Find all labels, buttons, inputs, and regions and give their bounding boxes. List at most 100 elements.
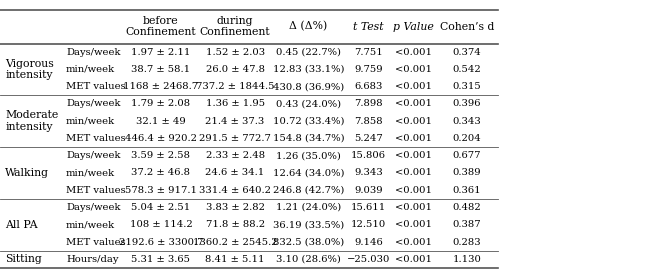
Text: 12.510: 12.510	[351, 220, 386, 229]
Text: 3.59 ± 2.58: 3.59 ± 2.58	[131, 151, 191, 160]
Text: 154.8 (34.7%): 154.8 (34.7%)	[273, 134, 344, 143]
Text: 7.858: 7.858	[354, 117, 383, 126]
Text: 430.8 (36.9%): 430.8 (36.9%)	[273, 82, 344, 91]
Text: 2.33 ± 2.48: 2.33 ± 2.48	[206, 151, 264, 160]
Text: <0.001: <0.001	[395, 82, 432, 91]
Text: <0.001: <0.001	[395, 186, 432, 195]
Text: 3.10 (28.6%): 3.10 (28.6%)	[276, 255, 341, 264]
Text: <0.001: <0.001	[395, 134, 432, 143]
Text: 0.361: 0.361	[453, 186, 481, 195]
Text: 7.751: 7.751	[354, 48, 383, 57]
Text: 9.146: 9.146	[354, 237, 383, 246]
Text: 291.5 ± 772.7: 291.5 ± 772.7	[199, 134, 271, 143]
Text: min/week: min/week	[66, 168, 115, 178]
Text: 38.7 ± 58.1: 38.7 ± 58.1	[131, 65, 191, 74]
Text: before
Confinement: before Confinement	[125, 16, 197, 37]
Text: MET values: MET values	[66, 186, 125, 195]
Text: 9.343: 9.343	[354, 168, 383, 178]
Text: 0.542: 0.542	[453, 65, 481, 74]
Text: Moderate
intensity: Moderate intensity	[5, 110, 59, 132]
Text: 12.64 (34.0%): 12.64 (34.0%)	[273, 168, 344, 178]
Text: 0.374: 0.374	[453, 48, 481, 57]
Text: 71.8 ± 88.2: 71.8 ± 88.2	[206, 220, 264, 229]
Text: 446.4 ± 920.2: 446.4 ± 920.2	[125, 134, 197, 143]
Text: Sitting: Sitting	[5, 254, 42, 264]
Text: 1.21 (24.0%): 1.21 (24.0%)	[276, 203, 341, 212]
Text: Days/week: Days/week	[66, 151, 120, 160]
Text: 1.26 (35.0%): 1.26 (35.0%)	[276, 151, 341, 160]
Text: <0.001: <0.001	[395, 100, 432, 109]
Text: 15.611: 15.611	[351, 203, 386, 212]
Text: MET values: MET values	[66, 134, 125, 143]
Text: 0.677: 0.677	[453, 151, 481, 160]
Text: <0.001: <0.001	[395, 220, 432, 229]
Text: <0.001: <0.001	[395, 48, 432, 57]
Text: Walking: Walking	[5, 168, 49, 178]
Text: 5.31 ± 3.65: 5.31 ± 3.65	[131, 255, 191, 264]
Text: 0.396: 0.396	[453, 100, 481, 109]
Text: 1.97 ± 2.11: 1.97 ± 2.11	[131, 48, 191, 57]
Text: 2192.6 ± 3300.7: 2192.6 ± 3300.7	[119, 237, 203, 246]
Text: min/week: min/week	[66, 117, 115, 126]
Text: 1360.2 ± 2545.2: 1360.2 ± 2545.2	[193, 237, 278, 246]
Text: 0.283: 0.283	[453, 237, 481, 246]
Text: Days/week: Days/week	[66, 48, 120, 57]
Text: <0.001: <0.001	[395, 237, 432, 246]
Text: 0.43 (24.0%): 0.43 (24.0%)	[276, 100, 341, 109]
Text: during
Confinement: during Confinement	[200, 16, 270, 37]
Text: Days/week: Days/week	[66, 203, 120, 212]
Text: p Value: p Value	[393, 21, 434, 32]
Text: Vigorous
intensity: Vigorous intensity	[5, 58, 54, 80]
Text: 246.8 (42.7%): 246.8 (42.7%)	[273, 186, 344, 195]
Text: <0.001: <0.001	[395, 117, 432, 126]
Text: 1.79 ± 2.08: 1.79 ± 2.08	[131, 100, 191, 109]
Text: 0.45 (22.7%): 0.45 (22.7%)	[276, 48, 341, 57]
Text: 0.204: 0.204	[453, 134, 481, 143]
Text: 832.5 (38.0%): 832.5 (38.0%)	[273, 237, 344, 246]
Text: 0.315: 0.315	[453, 82, 481, 91]
Text: 37.2 ± 46.8: 37.2 ± 46.8	[131, 168, 191, 178]
Text: All PA: All PA	[5, 220, 38, 230]
Text: 26.0 ± 47.8: 26.0 ± 47.8	[206, 65, 264, 74]
Text: −25.030: −25.030	[347, 255, 390, 264]
Text: 0.387: 0.387	[453, 220, 481, 229]
Text: Hours/day: Hours/day	[66, 255, 118, 264]
Text: 0.343: 0.343	[453, 117, 481, 126]
Text: Days/week: Days/week	[66, 100, 120, 109]
Text: min/week: min/week	[66, 65, 115, 74]
Text: 21.4 ± 37.3: 21.4 ± 37.3	[206, 117, 264, 126]
Text: 7.898: 7.898	[354, 100, 383, 109]
Text: 737.2 ± 1844.5: 737.2 ± 1844.5	[196, 82, 274, 91]
Text: 15.806: 15.806	[351, 151, 386, 160]
Text: 3.83 ± 2.82: 3.83 ± 2.82	[206, 203, 264, 212]
Text: 578.3 ± 917.1: 578.3 ± 917.1	[125, 186, 197, 195]
Text: 24.6 ± 34.1: 24.6 ± 34.1	[206, 168, 264, 178]
Text: 5.04 ± 2.51: 5.04 ± 2.51	[131, 203, 191, 212]
Text: MET values: MET values	[66, 237, 125, 246]
Text: 0.389: 0.389	[453, 168, 481, 178]
Text: 32.1 ± 49: 32.1 ± 49	[136, 117, 186, 126]
Text: 1.130: 1.130	[453, 255, 481, 264]
Text: 1168 ± 2468.7: 1168 ± 2468.7	[123, 82, 199, 91]
Text: 10.72 (33.4%): 10.72 (33.4%)	[273, 117, 344, 126]
Text: <0.001: <0.001	[395, 151, 432, 160]
Text: <0.001: <0.001	[395, 65, 432, 74]
Text: 9.759: 9.759	[354, 65, 383, 74]
Text: 12.83 (33.1%): 12.83 (33.1%)	[273, 65, 344, 74]
Text: 36.19 (33.5%): 36.19 (33.5%)	[273, 220, 344, 229]
Text: 5.247: 5.247	[354, 134, 383, 143]
Text: <0.001: <0.001	[395, 203, 432, 212]
Text: Δ (Δ%): Δ (Δ%)	[289, 21, 328, 32]
Text: 0.482: 0.482	[453, 203, 481, 212]
Text: 331.4 ± 640.2: 331.4 ± 640.2	[199, 186, 271, 195]
Text: 1.36 ± 1.95: 1.36 ± 1.95	[206, 100, 264, 109]
Text: Cohen’s d: Cohen’s d	[439, 21, 494, 32]
Text: <0.001: <0.001	[395, 168, 432, 178]
Text: 108 ± 114.2: 108 ± 114.2	[129, 220, 193, 229]
Text: MET values: MET values	[66, 82, 125, 91]
Text: 6.683: 6.683	[354, 82, 383, 91]
Text: t Test: t Test	[353, 21, 383, 32]
Text: 9.039: 9.039	[354, 186, 383, 195]
Text: <0.001: <0.001	[395, 255, 432, 264]
Text: 8.41 ± 5.11: 8.41 ± 5.11	[205, 255, 265, 264]
